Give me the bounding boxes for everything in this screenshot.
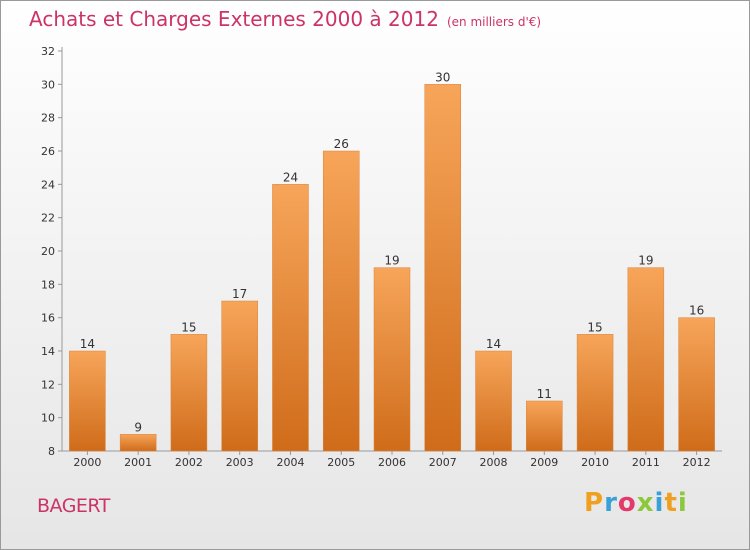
data-label: 14	[486, 337, 501, 351]
y-tick-label: 28	[41, 112, 55, 125]
bar	[526, 400, 563, 452]
logo-letter: P	[584, 488, 605, 518]
bar	[424, 84, 462, 452]
y-tick-label: 24	[41, 178, 55, 191]
y-tick-label: 32	[41, 45, 55, 58]
data-label: 24	[283, 170, 298, 184]
commune-name: BAGERT	[37, 495, 110, 517]
x-tick-label: 2004	[276, 456, 304, 469]
y-tick-label: 8	[48, 445, 55, 458]
logo-letter: t	[664, 488, 678, 518]
x-tick-label: 2005	[327, 456, 355, 469]
x-tick-label: 2012	[683, 456, 711, 469]
bar	[119, 434, 157, 452]
bar	[678, 317, 715, 452]
data-label: 19	[638, 254, 653, 268]
logo-letter: o	[617, 488, 637, 518]
bar	[272, 184, 309, 452]
bar	[69, 350, 106, 452]
x-tick-label: 2003	[226, 456, 254, 469]
y-tick-label: 20	[41, 245, 55, 258]
bar	[576, 334, 614, 452]
data-label: 26	[334, 137, 349, 151]
data-label: 15	[587, 320, 602, 334]
title-text: Achats et Charges Externes 2000 à 2012	[29, 7, 439, 31]
logo-letter: i	[677, 488, 688, 518]
data-label: 11	[537, 387, 552, 401]
data-label: 19	[384, 254, 399, 268]
bar	[322, 150, 360, 452]
x-tick-label: 2007	[429, 456, 457, 469]
data-label: 9	[134, 420, 142, 434]
y-tick-label: 10	[41, 412, 55, 425]
bar	[170, 334, 208, 452]
y-tick-label: 12	[41, 378, 55, 391]
logo-letter: r	[604, 488, 618, 518]
bar	[475, 350, 512, 452]
y-tick-label: 14	[41, 345, 55, 358]
x-tick-label: 2008	[480, 456, 508, 469]
y-tick-label: 16	[41, 312, 55, 325]
logo-letter: i	[654, 488, 665, 518]
data-label: 17	[232, 287, 247, 301]
x-tick-label: 2009	[530, 456, 558, 469]
y-tick-label: 30	[41, 78, 55, 91]
logo-letter: x	[636, 488, 655, 518]
x-tick-label: 2002	[175, 456, 203, 469]
x-tick-label: 2011	[632, 456, 660, 469]
x-tick-label: 2006	[378, 456, 406, 469]
data-label: 15	[181, 320, 196, 334]
bar	[627, 267, 665, 452]
x-tick-label: 2000	[73, 456, 101, 469]
x-tick-label: 2001	[124, 456, 152, 469]
bar	[373, 267, 411, 452]
y-tick-label: 22	[41, 212, 55, 225]
y-tick-label: 18	[41, 278, 55, 291]
bar	[221, 300, 258, 452]
data-label: 16	[689, 304, 704, 318]
chart-title: Achats et Charges Externes 2000 à 2012 (e…	[29, 7, 541, 31]
x-tick-label: 2010	[581, 456, 609, 469]
y-tick-label: 26	[41, 145, 55, 158]
data-label: 30	[435, 70, 450, 84]
data-label: 14	[80, 337, 95, 351]
title-unit: (en milliers d'€)	[446, 15, 542, 29]
proxiti-logo[interactable]: Proxiti	[584, 488, 688, 518]
